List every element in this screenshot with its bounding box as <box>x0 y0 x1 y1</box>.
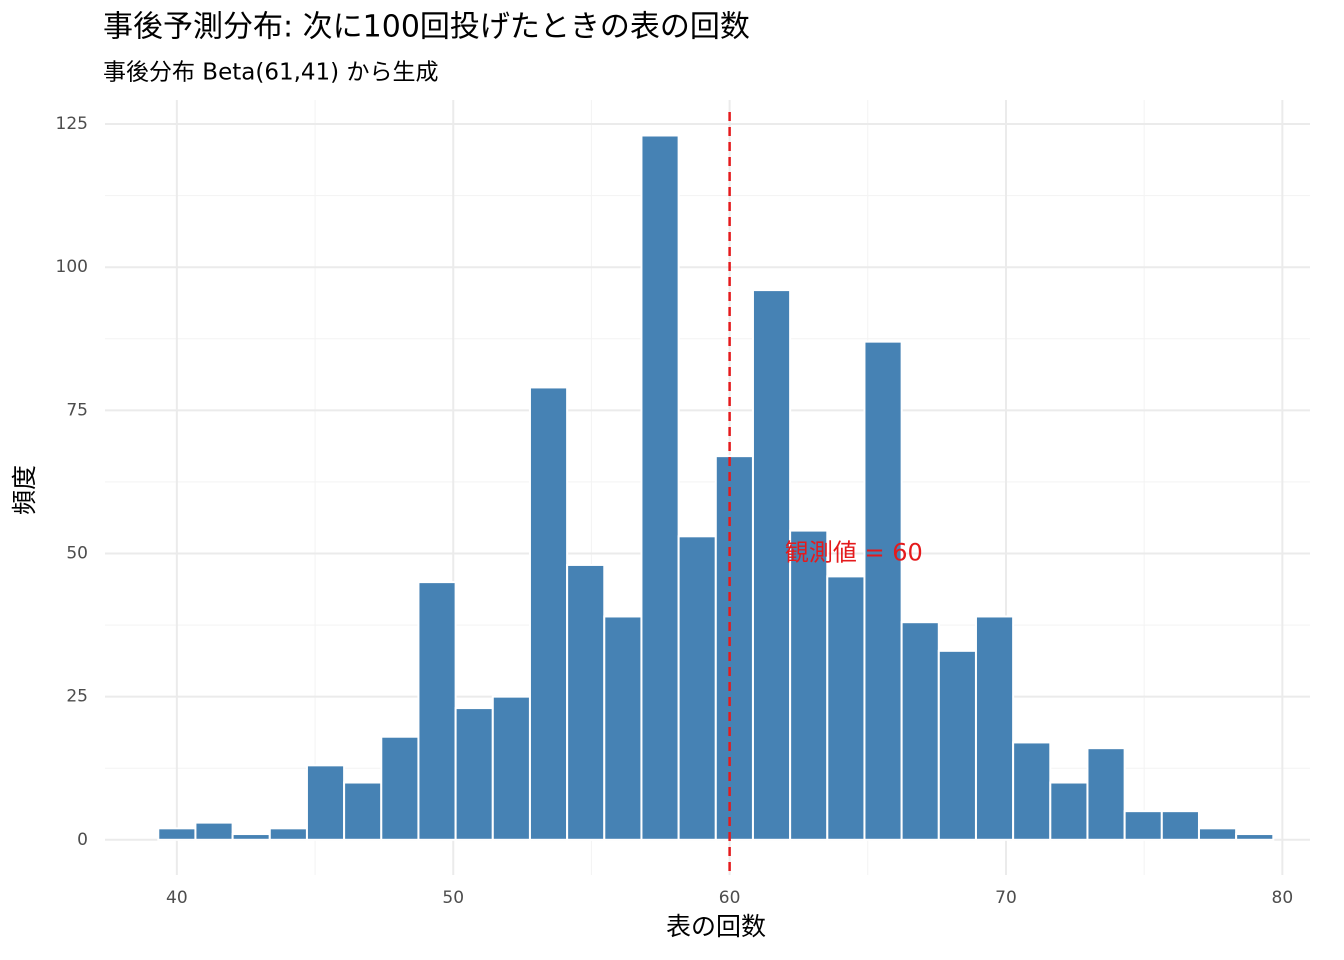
y-tick-label: 75 <box>66 400 88 420</box>
y-tick-label: 125 <box>56 114 88 134</box>
x-tick-label: 80 <box>1272 888 1294 908</box>
x-axis-title: 表の回数 <box>666 912 766 941</box>
bar <box>900 621 940 841</box>
bar <box>194 821 234 841</box>
x-tick-label: 40 <box>166 888 188 908</box>
bar <box>937 649 977 841</box>
bar <box>1197 827 1238 841</box>
bar <box>157 827 197 841</box>
bar <box>677 535 717 841</box>
bar <box>974 615 1015 841</box>
bar <box>1086 747 1126 841</box>
bar <box>454 707 494 841</box>
y-tick-label: 50 <box>66 543 88 563</box>
bar <box>863 340 903 841</box>
bar <box>789 529 829 841</box>
bar <box>305 764 346 841</box>
y-tick-label: 100 <box>56 257 88 277</box>
y-tick-label: 0 <box>77 830 88 850</box>
x-tick-label: 60 <box>719 888 741 908</box>
annotation: 観測値 = 60 <box>785 538 923 566</box>
bar <box>268 827 308 841</box>
bar <box>528 386 569 841</box>
bar <box>640 134 680 841</box>
x-tick-label: 50 <box>442 888 464 908</box>
bar <box>826 575 866 841</box>
bar <box>1160 810 1200 841</box>
bar <box>231 833 271 841</box>
bar <box>1235 833 1275 841</box>
bar <box>1049 781 1089 841</box>
bar <box>491 695 531 841</box>
y-axis-title: 頻度 <box>10 465 39 515</box>
bar <box>1123 810 1163 841</box>
chart-title: 事後予測分布: 次に100回投げたときの表の回数 <box>103 10 750 45</box>
y-tick-label: 25 <box>66 687 88 707</box>
bar <box>380 735 420 841</box>
bar <box>603 615 643 841</box>
bar <box>714 455 754 841</box>
bar <box>343 781 383 841</box>
bar <box>751 289 792 841</box>
chart-subtitle: 事後分布 Beta(61,41) から生成 <box>103 60 438 86</box>
bar <box>1012 741 1052 841</box>
bar <box>566 563 606 841</box>
x-tick-label: 70 <box>995 888 1017 908</box>
bar <box>417 581 457 841</box>
